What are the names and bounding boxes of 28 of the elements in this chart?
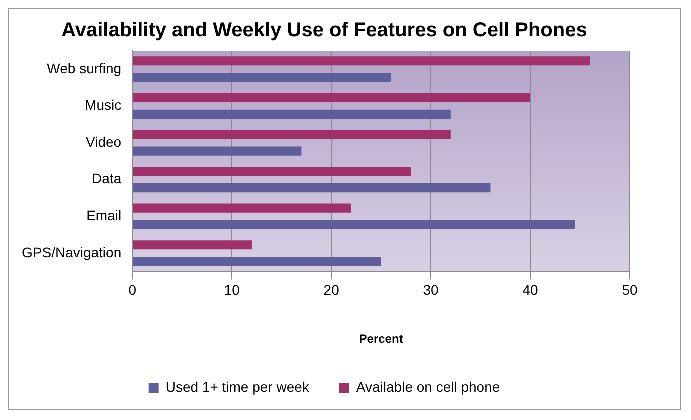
x-tick-label: 0 [128, 282, 137, 298]
y-tick-label: GPS/Navigation [22, 244, 122, 260]
x-tick-label: 40 [522, 282, 539, 298]
bar [133, 110, 451, 120]
bar [133, 73, 392, 82]
y-tick-label: Email [86, 207, 122, 224]
bar [133, 166, 412, 176]
y-tick-label: Music [85, 97, 122, 114]
bar [133, 56, 590, 66]
bar [133, 257, 382, 266]
bar [133, 130, 451, 140]
x-tick-label: 50 [622, 282, 638, 298]
legend-label: Used 1+ time per week [166, 378, 310, 395]
x-axis-title: Percent [359, 332, 404, 346]
bar [133, 184, 491, 193]
x-tick-label: 10 [224, 282, 240, 298]
y-tick-label: Data [92, 170, 122, 187]
bar [133, 204, 352, 213]
bar [133, 146, 302, 156]
bar [133, 240, 252, 250]
legend-label: Available on cell phone [356, 378, 500, 395]
x-tick-label: 20 [324, 282, 340, 298]
y-tick-label: Video [86, 134, 122, 150]
bar [133, 220, 576, 230]
x-tick-label: 30 [423, 282, 440, 298]
y-tick-label: Web surfing [47, 60, 122, 76]
bar [133, 93, 531, 102]
chart-title: Availability and Weekly Use of Features on Cell Phones [62, 20, 588, 42]
